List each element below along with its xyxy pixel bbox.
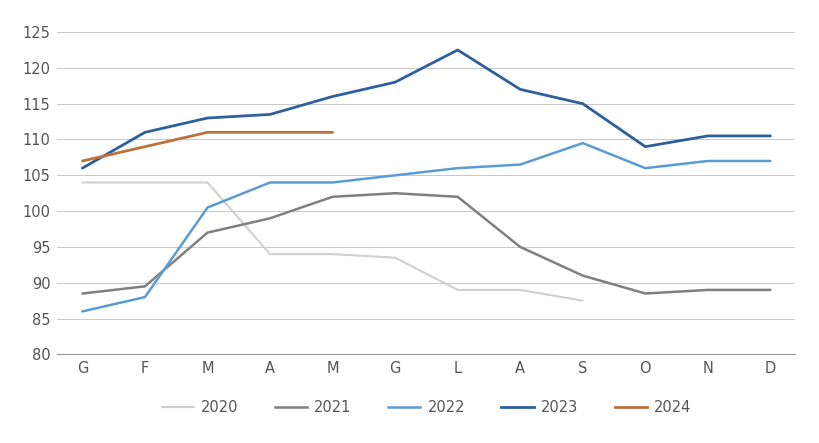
Legend: 2020, 2021, 2022, 2023, 2024: 2020, 2021, 2022, 2023, 2024 <box>156 395 696 421</box>
